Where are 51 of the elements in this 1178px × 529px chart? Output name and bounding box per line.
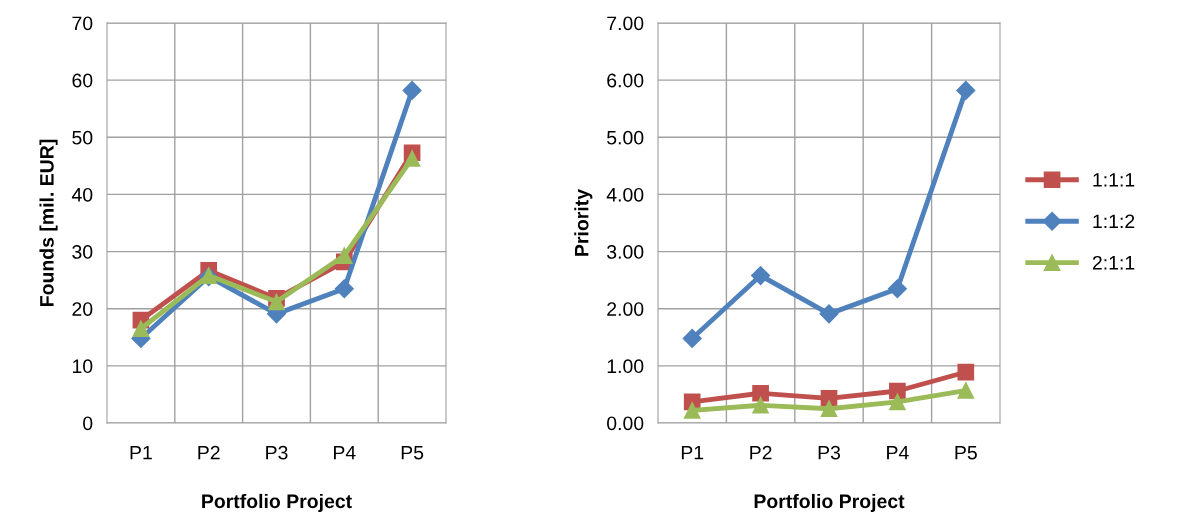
point [403,150,421,167]
y-tick-label: 4.00 [606,187,644,202]
x-tick-label: P5 [401,445,424,460]
point [889,393,906,411]
y-tick-label: 6.00 [607,73,644,88]
point [132,320,150,338]
x-tick-label: P3 [266,445,288,460]
y-tick-label: 0 [83,416,93,431]
y-axis-title: Founds [mil. EUR] [39,139,58,306]
point [334,279,354,299]
y-tick-label: 3.00 [607,245,644,259]
y-tick-label: 50 [72,130,93,145]
y-tick-label: 60 [72,73,93,88]
x-tick-label: P1 [681,445,704,460]
point [683,402,701,419]
y-tick-label: 5.00 [607,130,644,145]
x-tick-label: P4 [334,445,356,460]
x-tick-label: P3 [818,445,841,460]
y-tick-label: 1.00 [607,359,644,374]
point [682,328,702,348]
legend-label: 1:1:1 [1093,173,1135,187]
y-tick-label: 7.00 [607,16,644,31]
point [957,363,975,381]
point [751,266,771,286]
point [887,279,907,299]
y-tick-label: 70 [72,16,93,31]
y-axis-title: Priority [574,189,593,256]
y-tick-label: 20 [72,302,93,316]
x-tick-label: P4 [887,445,909,460]
y-tick-label: 30 [72,245,93,259]
point [335,247,353,264]
legend-label: 1:1:2 [1093,214,1135,229]
point [819,304,839,324]
y-tick-label: 2.00 [607,302,644,316]
legend-label: 2:1:1 [1092,255,1135,270]
x-tick-label: P1 [130,445,152,460]
x-axis-title: Portfolio Project [754,493,905,513]
point [268,293,285,311]
y-tick-label: 10 [72,359,93,374]
y-tick-label: 0.00 [607,416,644,431]
point [402,80,422,100]
point [820,400,838,418]
point [752,396,769,414]
x-tick-label: P2 [198,445,220,460]
point [957,382,975,399]
point [752,384,769,402]
x-tick-label: P5 [955,445,977,460]
x-axis-title: Portfolio Project [202,493,352,513]
x-tick-label: P2 [750,445,772,460]
y-tick-label: 40 [71,187,93,202]
point [956,80,976,100]
